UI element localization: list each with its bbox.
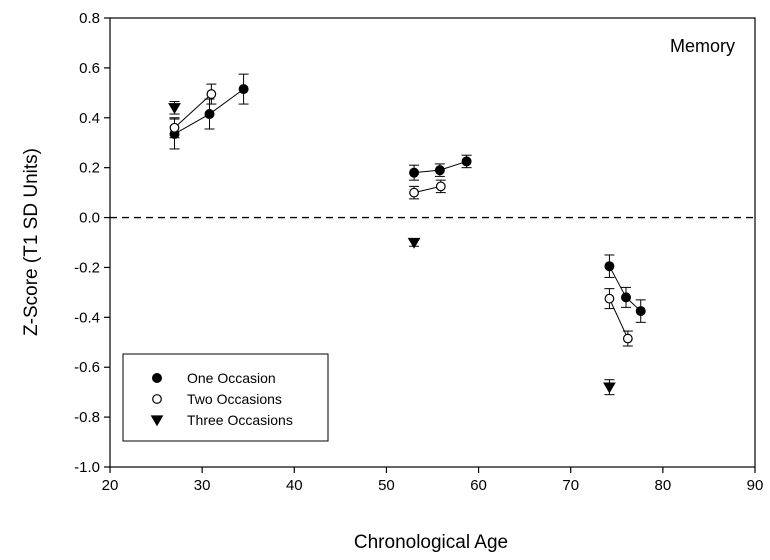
data-point	[407, 237, 421, 249]
data-point	[635, 306, 646, 317]
legend-label-two-occasions: Two Occasions	[187, 391, 282, 407]
data-point	[435, 181, 446, 192]
y-tick-label: 0.6	[79, 60, 100, 77]
data-point	[238, 84, 249, 95]
x-tick-label: 30	[194, 477, 211, 494]
panel-label: Memory	[670, 36, 735, 56]
series-line	[608, 298, 629, 339]
series-two-occasions	[169, 83, 633, 347]
y-tick-label: -0.2	[74, 259, 100, 276]
axes-layer: 20 30 40 50 60 70 80 90 -1.0 -0.8 -0.6 -0.4 -0.2 0.0 0…	[74, 10, 763, 494]
data-point	[204, 109, 215, 120]
legend-label-three-occasions: Three Occasions	[187, 412, 293, 428]
data-point	[434, 165, 445, 176]
y-axis-title: Z-Score (T1 SD Units)	[21, 148, 42, 336]
y-tick-label: -1.0	[74, 459, 100, 476]
x-tick-label: 20	[102, 477, 119, 494]
x-axis-title: Chronological Age	[354, 532, 508, 553]
x-tick-label: 70	[562, 477, 579, 494]
series-three-occasions	[168, 101, 616, 396]
y-tick-label: 0.0	[79, 210, 100, 227]
data-point	[169, 122, 180, 133]
y-tick-label: 0.2	[79, 160, 100, 177]
data-point	[461, 156, 472, 167]
data-point	[206, 89, 217, 99]
plot-layer	[110, 73, 755, 396]
data-point	[622, 333, 633, 344]
data-point	[621, 292, 631, 303]
plot-frame	[109, 17, 756, 468]
data-point	[409, 167, 420, 178]
series-one-occasion	[169, 73, 646, 323]
y-tick-label: -0.8	[74, 409, 100, 426]
legend-marker-three-occasions	[150, 415, 164, 427]
legend-marker-one-occasion	[152, 373, 162, 383]
x-tick-label: 40	[286, 477, 303, 494]
data-point	[604, 293, 615, 304]
legend-items: One Occasion Two Occasions Three Occasions	[150, 370, 293, 428]
x-tick-label: 50	[378, 477, 395, 494]
y-tick-label: 0.4	[79, 110, 100, 127]
x-tick-label: 90	[747, 477, 764, 494]
data-point	[603, 382, 616, 394]
x-tick-label: 60	[470, 477, 487, 494]
y-tick-label: 0.8	[79, 10, 100, 27]
legend: One Occasion Two Occasions Three Occasions	[122, 353, 329, 442]
data-point	[168, 103, 181, 115]
legend-marker-two-occasions	[152, 394, 162, 404]
data-point	[604, 261, 615, 272]
series-line	[174, 93, 212, 129]
y-tick-label: -0.6	[74, 359, 100, 376]
legend-label-one-occasion: One Occasion	[187, 370, 276, 386]
y-tick-label: -0.4	[74, 309, 100, 326]
data-point	[409, 187, 419, 198]
x-tick-label: 80	[655, 477, 672, 494]
